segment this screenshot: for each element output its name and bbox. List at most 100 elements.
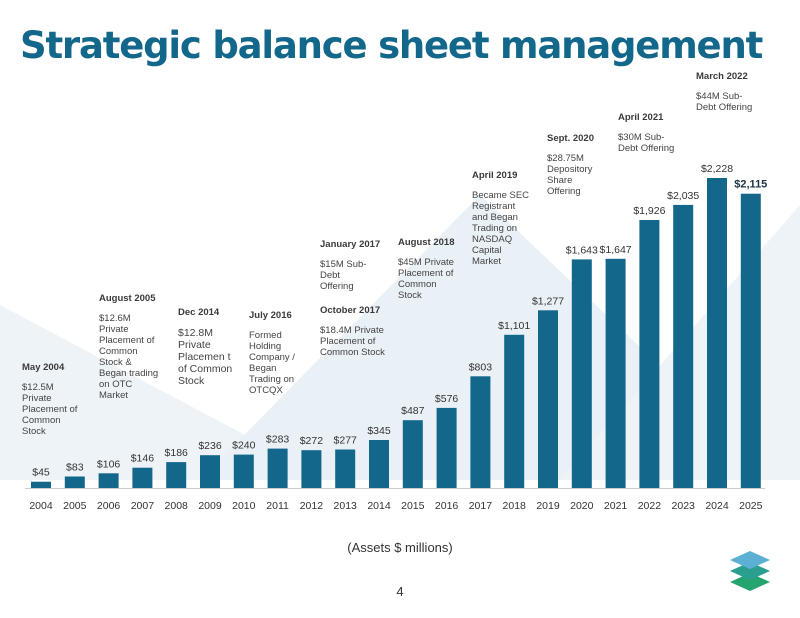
page-number: 4 — [396, 584, 404, 599]
x-tick-2023: 2023 — [672, 500, 696, 512]
bar-2024 — [707, 178, 727, 488]
x-tick-2017: 2017 — [469, 500, 493, 512]
x-tick-2010: 2010 — [232, 500, 256, 512]
bar-2018 — [504, 334, 525, 488]
bar-2022 — [639, 220, 660, 488]
bar-2017 — [470, 376, 491, 488]
data-label-2016: $576 — [435, 393, 459, 405]
data-label-2013: $277 — [334, 435, 358, 447]
axis-caption: (Assets $ millions) — [347, 540, 453, 555]
annotation-text: $15M Sub-Debt Offering — [320, 259, 367, 292]
x-tick-2021: 2021 — [604, 500, 628, 512]
annotation-heading: April 2019 — [472, 170, 518, 181]
x-tick-2007: 2007 — [131, 500, 155, 512]
annotation-heading: March 2022 — [696, 71, 748, 82]
bar-2023 — [673, 204, 694, 488]
data-label-2017: $803 — [469, 361, 493, 373]
x-tick-2018: 2018 — [503, 500, 527, 512]
data-label-2004: $45 — [32, 467, 50, 479]
annotation-text: Became SEC Registrant and Began Trading … — [472, 190, 530, 267]
annotation-april-2019: April 2019 Became SEC Registrant and Beg… — [472, 170, 536, 267]
bar-2025 — [740, 193, 761, 488]
data-label-2023: $2,035 — [667, 190, 699, 202]
bar-2004 — [31, 481, 51, 488]
annotation-heading: April 2021 — [618, 112, 664, 123]
annotation-july-2016: July 2016 Formed Holding Company / Began… — [249, 310, 307, 396]
data-label-2019: $1,277 — [532, 295, 564, 307]
data-label-2009: $236 — [198, 440, 222, 452]
x-tick-2009: 2009 — [198, 500, 222, 512]
page-title: Strategic balance sheet management — [20, 24, 763, 67]
background-band — [0, 480, 800, 618]
bar-2013 — [335, 449, 356, 488]
annotation-heading: Sept. 2020 — [547, 133, 594, 144]
data-label-2012: $272 — [300, 435, 324, 447]
annotation-heading: May 2004 — [22, 362, 65, 373]
data-label-2014: $345 — [367, 425, 391, 437]
x-tick-2008: 2008 — [165, 500, 189, 512]
bar-2021 — [605, 258, 626, 488]
annotation-august-2005: August 2005 $12.6M Private Placement of … — [99, 293, 159, 401]
bar-2005 — [64, 476, 85, 488]
x-tick-2006: 2006 — [97, 500, 121, 512]
annotation-january-2017: January 2017 $15M Sub-Debt Offering — [320, 239, 384, 292]
annotation-heading: January 2017 — [320, 239, 381, 250]
annotation-text: $44M Sub-Debt Offering — [696, 91, 753, 113]
bar-2014 — [369, 440, 389, 488]
bar-2012 — [301, 450, 322, 488]
data-label-2006: $106 — [97, 458, 121, 470]
bar-2011 — [267, 448, 288, 488]
annotation-august-2018: August 2018 $45M Private Placement of Co… — [398, 237, 460, 301]
data-label-2010: $240 — [232, 440, 256, 452]
annotation-heading: October 2017 — [320, 305, 381, 316]
bar-2010 — [233, 454, 254, 488]
annotation-sept-2020: Sept. 2020 $28.75M Depository Share Offe… — [547, 133, 607, 197]
data-label-2007: $146 — [131, 453, 155, 465]
bar-2015 — [402, 420, 423, 488]
annotation-march-2022: March 2022 $44M Sub-Debt Offering — [696, 71, 754, 113]
x-tick-2022: 2022 — [638, 500, 662, 512]
x-tick-2012: 2012 — [300, 500, 324, 512]
x-tick-2015: 2015 — [401, 500, 425, 512]
data-label-2022: $1,926 — [633, 205, 665, 217]
annotation-heading: Dec 2014 — [178, 307, 220, 318]
data-label-2025: $2,115 — [734, 179, 767, 191]
annotation-heading: July 2016 — [249, 310, 292, 321]
x-tick-2005: 2005 — [63, 500, 87, 512]
x-tick-2011: 2011 — [266, 500, 289, 512]
bar-2020 — [571, 259, 592, 488]
annotation-october-2017: October 2017 $18.4M Private Placement of… — [320, 305, 388, 358]
annotation-text: $18.4M Private Placement of Common Stock — [320, 325, 385, 358]
annotation-text: $45M Private Placement of Common Stock — [398, 257, 454, 301]
annotation-heading: August 2018 — [398, 237, 455, 248]
x-tick-2024: 2024 — [705, 500, 729, 512]
data-label-2021: $1,647 — [600, 244, 632, 256]
annotation-text: $12.8M Private Placemen t of Common Stoc… — [178, 327, 233, 387]
data-label-2024: $2,228 — [701, 163, 733, 175]
bar-2008 — [166, 462, 187, 488]
x-tick-2016: 2016 — [435, 500, 459, 512]
x-tick-2014: 2014 — [367, 500, 391, 512]
annotation-heading: August 2005 — [99, 293, 156, 304]
bar-2006 — [98, 473, 119, 488]
annotation-text: $30M Sub-Debt Offering — [618, 132, 675, 154]
annotation-april-2021: April 2021 $30M Sub-Debt Offering — [618, 112, 676, 154]
x-tick-2013: 2013 — [334, 500, 358, 512]
data-label-2008: $186 — [165, 447, 189, 459]
data-label-2018: $1,101 — [498, 320, 530, 332]
annotation-text: $28.75M Depository Share Offering — [547, 153, 593, 197]
annotation-text: Formed Holding Company / Began Trading o… — [249, 330, 295, 396]
annotation-text: $12.6M Private Placement of Common Stock… — [99, 313, 159, 401]
bar-2019 — [538, 310, 558, 488]
x-tick-2020: 2020 — [570, 500, 594, 512]
annotation-dec-2014: Dec 2014 $12.8M Private Placemen t of Co… — [178, 307, 234, 387]
x-tick-2019: 2019 — [536, 500, 560, 512]
x-tick-2004: 2004 — [29, 500, 53, 512]
data-label-2015: $487 — [401, 405, 425, 417]
annotation-may-2004: May 2004 $12.5M Private Placement of Com… — [22, 362, 84, 437]
data-label-2011: $283 — [266, 434, 290, 446]
annotation-text: $12.5M Private Placement of Common Stock — [22, 382, 78, 437]
data-label-2005: $83 — [66, 462, 84, 474]
